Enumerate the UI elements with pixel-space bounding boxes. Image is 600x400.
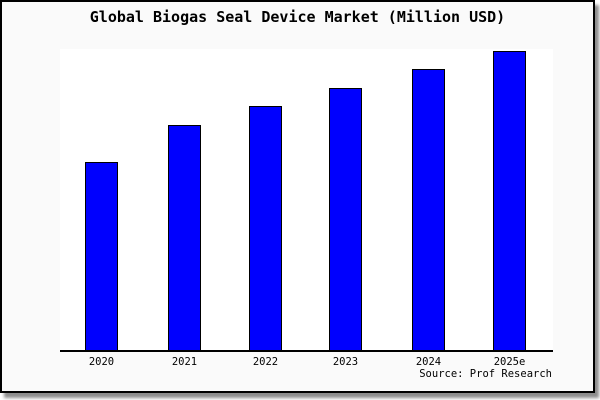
x-tick-label-2024: 2024	[415, 356, 442, 368]
bar-2025e	[493, 51, 526, 350]
chart-title: Global Biogas Seal Device Market (Millio…	[89, 8, 506, 26]
bar-2022	[249, 106, 282, 350]
x-tick-label-2021: 2021	[171, 356, 198, 368]
bar-2024	[412, 69, 445, 350]
bar-2020	[85, 162, 118, 350]
x-tick-label-2023: 2023	[332, 356, 359, 368]
x-tick-label-2020: 2020	[88, 356, 115, 368]
x-tick-label-2025e: 2025e	[493, 356, 526, 368]
source-credit: Source: Prof Research	[419, 368, 552, 380]
x-tick-label-2022: 2022	[252, 356, 279, 368]
chart-frame: Global Biogas Seal Device Market (Millio…	[0, 0, 595, 393]
plot-area	[60, 49, 553, 352]
bar-2023	[329, 88, 362, 350]
bar-2021	[168, 125, 201, 350]
